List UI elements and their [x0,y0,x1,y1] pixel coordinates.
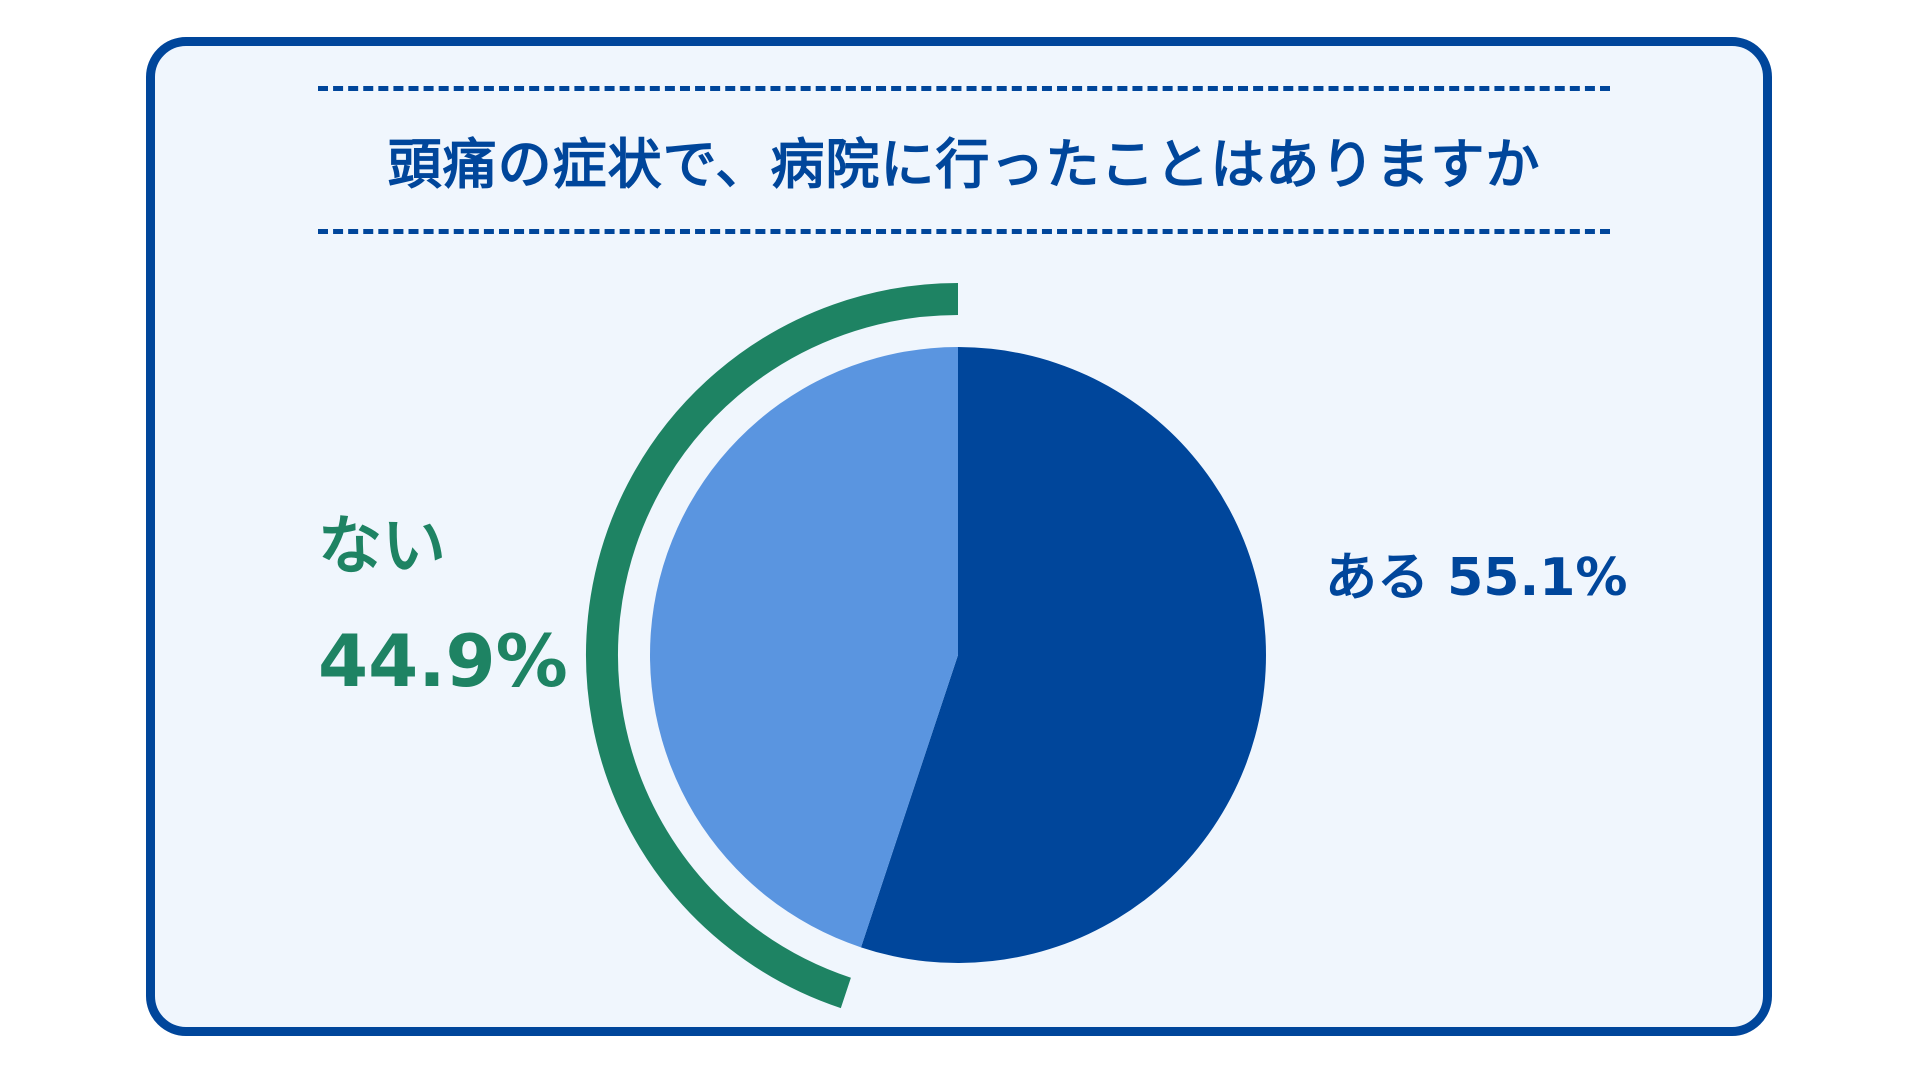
slice-label-nai: ない 44.9% [318,515,568,697]
title-divider-top [318,86,1610,91]
slice-label-aru-value: 55.1% [1447,548,1628,608]
slice-label-aru-name: ある [1325,548,1430,608]
pie-slice-nai [650,347,958,948]
slice-label-nai-name: ない [318,510,446,584]
highlight-arc-nai [586,283,959,1009]
slice-label-nai-value: 44.9% [318,619,568,703]
title-divider-bottom [318,229,1610,234]
chart-title: 頭痛の症状で、病院に行ったことはありますか [387,133,1541,196]
slice-label-aru: ある 55.1% [1325,552,1628,604]
pie-slice-aru [860,347,1267,964]
